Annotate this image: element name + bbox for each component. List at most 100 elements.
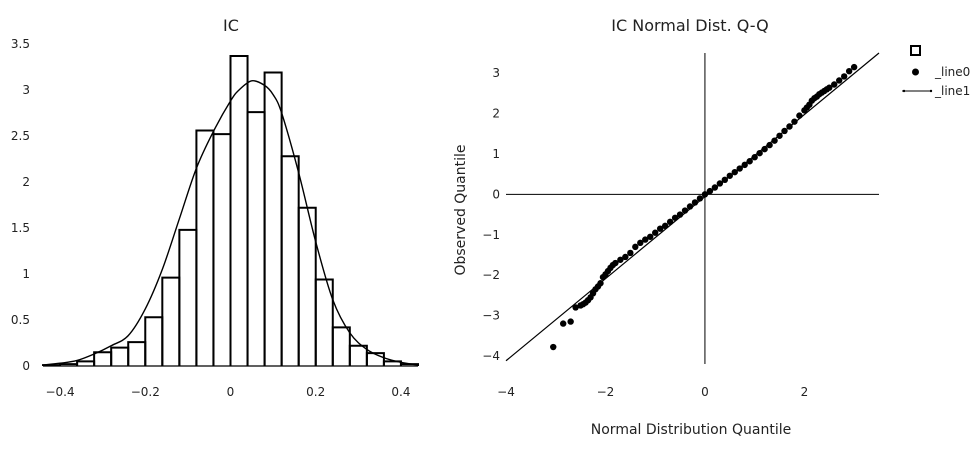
qq-points: [550, 63, 858, 351]
legend-line1-label: _line1: [934, 84, 970, 98]
qq-point: [776, 132, 783, 139]
qq-point: [612, 259, 619, 267]
qq-x-tick-label: −4: [497, 385, 515, 399]
qq-point: [791, 118, 798, 125]
qq-point: [637, 239, 644, 247]
qq-y-tick-label: −1: [482, 228, 500, 242]
qq-point: [761, 145, 768, 153]
qq-point: [751, 154, 758, 161]
histogram-y-tick-label: 1.5: [11, 221, 30, 235]
histogram-y-ticks: 0 0.5 1 1.5 2 2.5 3 3.5: [11, 37, 30, 373]
qq-point: [721, 176, 729, 184]
qq-y-tick-label: −2: [482, 268, 500, 282]
qq-point: [671, 214, 679, 221]
qq-x-tick-label: 2: [801, 385, 809, 399]
qq-legend: _line0 _line1: [902, 45, 970, 98]
qq-point: [622, 253, 629, 261]
qq-y-axis-label: Observed Quantile: [453, 144, 469, 275]
histogram-kde-curve: [42, 79, 419, 366]
qq-point: [696, 195, 704, 202]
histogram-bar: [280, 155, 300, 366]
qq-point: [850, 63, 858, 71]
qq-point: [786, 123, 793, 130]
qq-point: [567, 318, 574, 325]
histogram-bar: [314, 278, 334, 366]
qq-point: [756, 149, 763, 157]
histogram-y-tick-label: 0: [22, 359, 30, 373]
qq-point: [771, 137, 778, 144]
qq-point: [731, 168, 738, 176]
qq-point: [676, 211, 684, 218]
qq-point: [681, 207, 689, 214]
qq-y-tick-label: 0: [492, 187, 500, 201]
histogram-y-tick-label: 3.5: [11, 37, 30, 51]
qq-point: [706, 187, 714, 195]
qq-point: [661, 222, 669, 230]
histogram-x-tick-label: 0.4: [391, 385, 410, 399]
qq-point: [617, 256, 624, 263]
qq-point: [831, 81, 838, 88]
histogram-x-ticks: −0.4 −0.2 0 0.2 0.4: [45, 385, 410, 399]
histogram-bar: [212, 133, 232, 366]
histogram-bar: [246, 111, 266, 366]
legend-line0-label: _line0: [934, 65, 970, 79]
histogram-bar: [195, 129, 215, 366]
qq-x-ticks: −4 −2 0 2: [497, 385, 808, 399]
histogram-x-tick-label: −0.4: [45, 385, 74, 399]
histogram-bar: [365, 352, 385, 366]
histogram-bar: [127, 341, 147, 366]
qq-point: [597, 280, 604, 287]
qq-point: [686, 203, 694, 210]
qq-y-tick-label: 1: [492, 147, 500, 161]
qq-point: [726, 172, 733, 179]
qq-point: [691, 199, 699, 206]
qq-point: [766, 141, 773, 149]
histogram-y-tick-label: 2: [22, 175, 30, 189]
qq-y-tick-label: −4: [482, 349, 500, 363]
qq-point: [627, 249, 634, 257]
qq-point: [572, 304, 579, 311]
histogram-bar: [229, 54, 249, 366]
histogram-bar: [348, 344, 368, 366]
qq-y-tick-label: 3: [492, 66, 500, 80]
histogram-y-tick-label: 3: [22, 83, 30, 97]
histogram-bar: [76, 360, 96, 366]
histogram-x-tick-label: 0.2: [306, 385, 325, 399]
qq-point: [826, 84, 833, 91]
qq-title: IC Normal Dist. Q-Q: [611, 16, 769, 35]
histogram-bar: [178, 228, 198, 366]
qq-y-ticks: −4 −3 −2 −1 0 1 2 3: [482, 66, 500, 363]
qq-point: [701, 191, 709, 198]
qq-point: [666, 218, 674, 226]
qq-point: [559, 320, 567, 327]
qq-point: [642, 236, 649, 243]
qq-point: [550, 343, 557, 351]
qq-point: [741, 161, 748, 169]
qq-point: [781, 127, 788, 135]
qq-point: [796, 112, 803, 119]
histogram-x-tick-label: 0: [227, 385, 235, 399]
histogram-bar: [331, 326, 351, 366]
histogram-bar: [263, 71, 283, 366]
qq-x-tick-label: 0: [701, 385, 709, 399]
legend-point-icon: [912, 68, 919, 76]
histogram-bar: [110, 346, 130, 366]
legend-box-icon: [910, 45, 921, 56]
histogram-y-tick-label: 1: [22, 267, 30, 281]
histogram-title: IC: [223, 16, 239, 35]
histogram-panel: IC 0 0.5 1 1.5 2 2.5 3 3.5 −0.4 −0.2 0 0.2 0.4: [11, 16, 419, 399]
qq-point: [836, 77, 843, 84]
qq-y-tick-label: 2: [492, 107, 500, 121]
qq-y-tick-label: −3: [482, 309, 500, 323]
histogram-bar: [161, 276, 181, 366]
qq-point: [632, 243, 639, 251]
qq-point: [845, 67, 853, 75]
histogram-y-tick-label: 2.5: [11, 129, 30, 143]
qq-point: [746, 158, 753, 165]
histogram-bar: [93, 351, 113, 366]
legend-line-dot-left: [902, 89, 906, 93]
qq-x-axis-label: Normal Distribution Quantile: [591, 422, 791, 438]
histogram-y-tick-label: 0.5: [11, 313, 30, 327]
